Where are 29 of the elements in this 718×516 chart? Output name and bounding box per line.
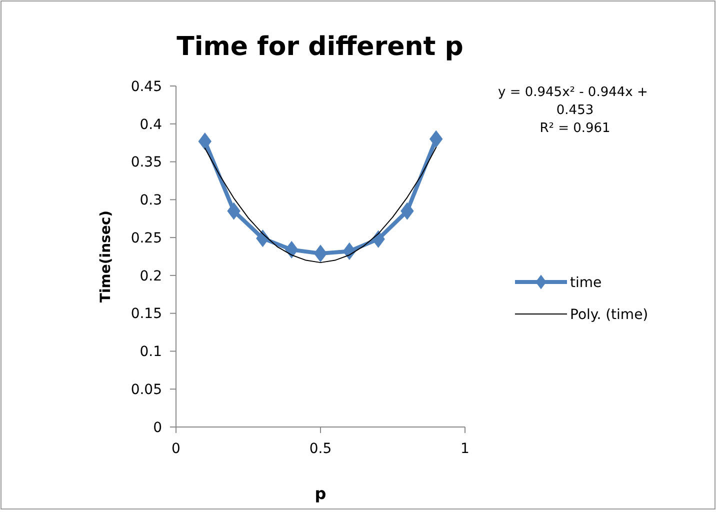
point [198, 132, 212, 150]
y-tick-label: 0.05 [130, 382, 162, 398]
y-tick-label: 0.3 [140, 192, 162, 209]
y-tick-label: 0.45 [130, 78, 162, 95]
x-tick-label: 0.5 [309, 441, 332, 457]
point [256, 229, 270, 248]
x-axis-title: p [314, 484, 326, 503]
y-tick-label: 0.15 [130, 306, 162, 322]
y-tick-label: 0.4 [140, 116, 162, 133]
legend-label: Poly. (time) [570, 306, 648, 323]
point [429, 130, 443, 148]
point [227, 202, 240, 220]
point [400, 202, 414, 220]
y-axis-title: Time(insec) [98, 210, 114, 303]
point [372, 230, 385, 248]
text: R² = 0.961 [540, 121, 610, 136]
chart-title: Time for different p [176, 32, 464, 62]
text: y = 0.945x² - 0.944x + 0.453 [498, 85, 652, 118]
y-tick-label: 0.35 [130, 154, 162, 171]
y-tick-label: 0 [153, 420, 162, 436]
y-tick-label: 0.2 [140, 268, 162, 284]
y-tick-label: 0.25 [130, 230, 162, 246]
point [284, 240, 298, 259]
legend-label: time [570, 274, 602, 291]
y-tick-label: 0.1 [140, 344, 162, 360]
point [342, 242, 356, 260]
point [314, 244, 328, 262]
x-tick-label: 0 [172, 441, 180, 457]
x-tick-label: 1 [460, 441, 470, 457]
